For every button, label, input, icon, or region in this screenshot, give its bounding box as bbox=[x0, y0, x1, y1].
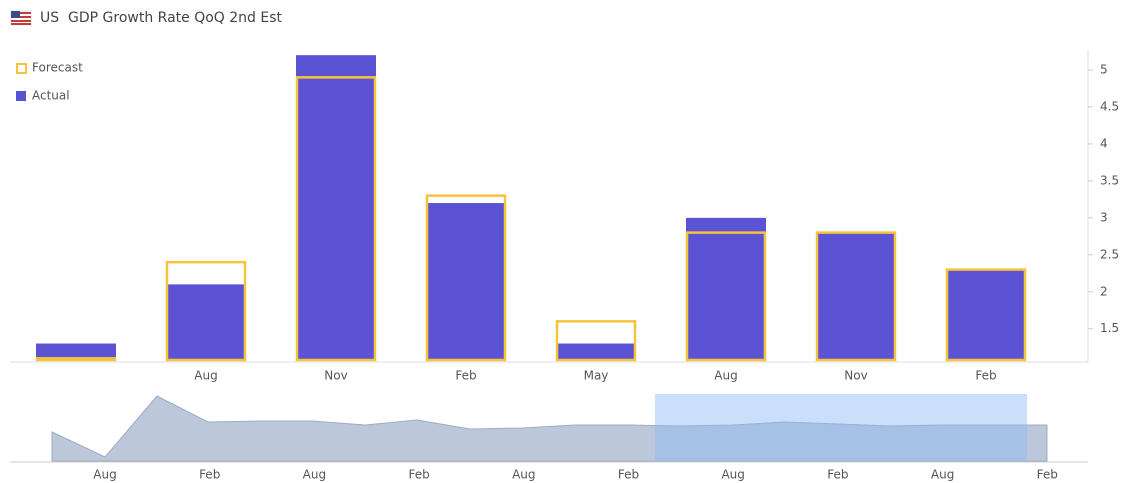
title: GDP Growth Rate QoQ 2nd Est bbox=[68, 10, 283, 26]
bar bbox=[166, 284, 246, 360]
x-tick-label: Feb bbox=[975, 369, 996, 383]
country: US bbox=[40, 10, 59, 26]
bar bbox=[556, 343, 636, 360]
forecast-bar bbox=[815, 231, 897, 362]
legend-swatch bbox=[16, 91, 26, 101]
y-tick-label: 1.5 bbox=[1100, 321, 1119, 335]
y-tick-label: 5 bbox=[1100, 62, 1108, 76]
navigator-label: Aug bbox=[93, 468, 116, 482]
navigator-label: Feb bbox=[618, 468, 639, 482]
x-tick-label: Feb bbox=[455, 369, 476, 383]
x-tick-label: Aug bbox=[194, 369, 217, 383]
bar bbox=[36, 343, 116, 360]
y-tick-label: 4.5 bbox=[1100, 99, 1119, 113]
navigator bbox=[10, 394, 1088, 463]
navigator-label: Aug bbox=[512, 468, 535, 482]
forecast-bar bbox=[555, 320, 637, 362]
navigator-label: Aug bbox=[303, 468, 326, 482]
navigator-label: Feb bbox=[1037, 468, 1058, 482]
x-tick-label: Nov bbox=[844, 369, 867, 383]
navigator-label: Feb bbox=[199, 468, 220, 482]
bar bbox=[296, 55, 376, 360]
navigator-area bbox=[51, 395, 1048, 462]
navigator-label: Feb bbox=[827, 468, 848, 482]
y-tick-label: 3.5 bbox=[1100, 173, 1119, 187]
legend-label: Forecast bbox=[32, 61, 83, 75]
forecast-bar bbox=[685, 231, 767, 362]
forecast-bar bbox=[165, 260, 247, 362]
legend-swatch bbox=[16, 63, 27, 74]
navigator-label: Aug bbox=[721, 468, 744, 482]
plot-area bbox=[35, 55, 1027, 362]
legend-label: Actual bbox=[32, 89, 70, 103]
forecast-bar bbox=[35, 357, 117, 362]
bar bbox=[816, 232, 896, 360]
x-tick-label: Nov bbox=[324, 369, 347, 383]
y-tick-label: 4 bbox=[1100, 136, 1108, 150]
forecast-bar bbox=[425, 194, 507, 362]
x-tick-label: Aug bbox=[714, 369, 737, 383]
navigator-label: Aug bbox=[931, 468, 954, 482]
forecast-bar bbox=[295, 76, 377, 362]
y-tick-label: 3 bbox=[1100, 210, 1108, 224]
bar bbox=[946, 269, 1026, 360]
bar bbox=[686, 217, 766, 360]
bar bbox=[426, 203, 506, 360]
flag bbox=[10, 10, 32, 26]
forecast-bar bbox=[945, 268, 1027, 362]
x-tick-label: May bbox=[584, 369, 609, 383]
y-tick-label: 2 bbox=[1100, 284, 1108, 298]
navigator-selection[interactable] bbox=[655, 394, 1027, 461]
y-tick-label: 2.5 bbox=[1100, 247, 1119, 261]
navigator-label: Feb bbox=[408, 468, 429, 482]
